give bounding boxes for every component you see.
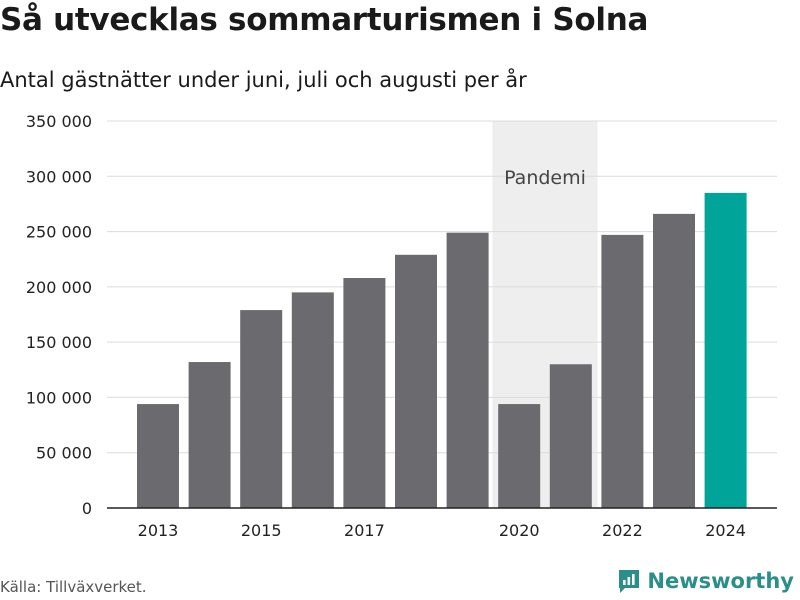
source-note: Källa: Tillväxverket. bbox=[0, 578, 147, 596]
x-tick-label: 2022 bbox=[602, 521, 643, 540]
x-tick-label: 2017 bbox=[344, 521, 385, 540]
y-tick-label: 100 000 bbox=[26, 388, 92, 407]
brand-name: Newsworthy bbox=[647, 569, 794, 593]
chart-title: Så utvecklas sommarturismen i Solna bbox=[0, 2, 649, 38]
bar bbox=[137, 404, 179, 508]
y-tick-label: 250 000 bbox=[26, 223, 92, 242]
bar bbox=[343, 278, 386, 508]
y-tick-label: 200 000 bbox=[26, 278, 92, 297]
bar bbox=[498, 404, 541, 508]
x-tick-label: 2020 bbox=[499, 521, 540, 540]
bar bbox=[549, 364, 592, 508]
chart-subtitle: Antal gästnätter under juni, juli och au… bbox=[0, 68, 527, 92]
y-tick-label: 50 000 bbox=[36, 444, 92, 463]
bar bbox=[395, 254, 437, 508]
brand-logo: Newsworthy bbox=[617, 568, 794, 594]
bar bbox=[291, 292, 334, 508]
newsworthy-icon bbox=[619, 570, 640, 593]
y-tick-label: 300 000 bbox=[26, 167, 92, 186]
bar bbox=[188, 362, 231, 508]
bar bbox=[446, 232, 489, 509]
bar bbox=[240, 310, 283, 508]
x-tick-label: 2013 bbox=[138, 521, 179, 540]
pandemic-label: Pandemi bbox=[504, 167, 586, 189]
x-tick-label: 2015 bbox=[241, 521, 282, 540]
y-tick-label: 150 000 bbox=[26, 333, 92, 352]
y-tick-label: 350 000 bbox=[26, 112, 92, 131]
x-tick-label: 2024 bbox=[705, 521, 746, 540]
bar bbox=[601, 234, 644, 509]
bar bbox=[704, 192, 747, 508]
y-tick-label: 0 bbox=[82, 499, 92, 518]
bar bbox=[653, 213, 695, 508]
